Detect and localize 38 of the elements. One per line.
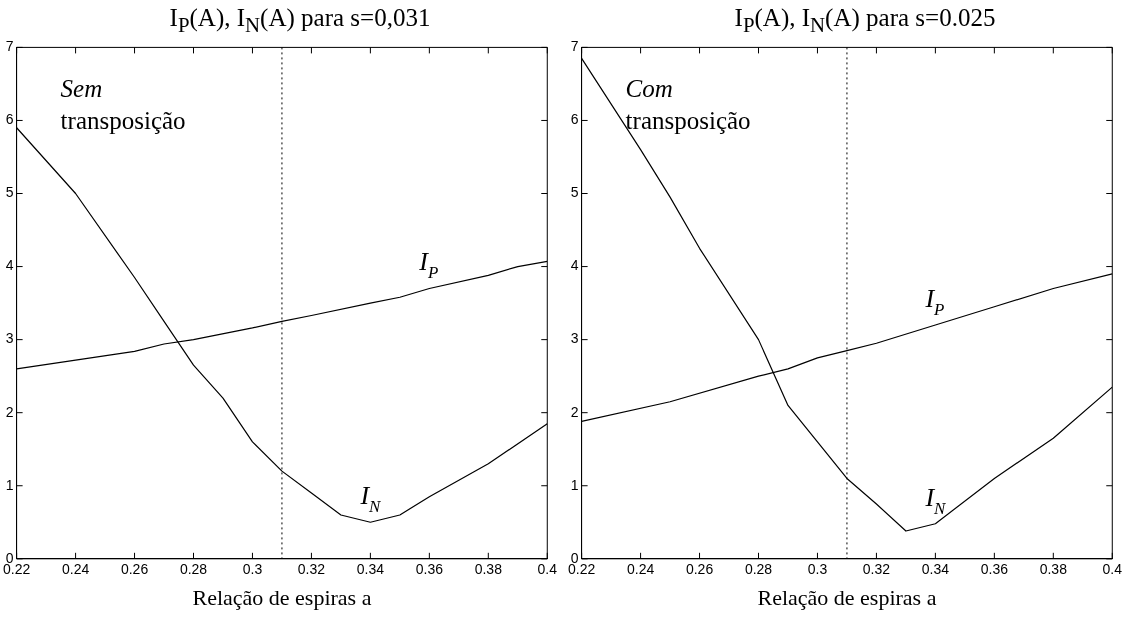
y-tick-label: 4 — [570, 257, 579, 274]
y-tick-label: 6 — [570, 111, 579, 128]
y-tick-label: 2 — [570, 403, 579, 420]
x-tick-label: 0.32 — [862, 561, 891, 578]
x-tick-label: 0.26 — [120, 561, 149, 578]
x-tick-label: 0.34 — [921, 561, 950, 578]
y-tick-label: 6 — [5, 111, 14, 128]
y-tick-label: 5 — [570, 184, 579, 201]
x-axis-title: Relação de espiras a — [192, 584, 372, 610]
y-tick-label: 2 — [5, 403, 14, 420]
x-tick-label: 0.24 — [61, 561, 90, 578]
chart-title: I$_{P}$(A), I$_{N}$(A) para s=0,031 — [168, 4, 432, 38]
x-tick-label: 0.34 — [356, 561, 385, 578]
annotation: Com transposição — [625, 75, 751, 135]
y-tick-label: 4 — [5, 257, 14, 274]
x-tick-label: 0.26 — [685, 561, 714, 578]
x-tick-label: 0.38 — [1039, 561, 1068, 578]
y-tick-label: 3 — [570, 330, 579, 347]
y-tick-label: 1 — [5, 476, 14, 493]
x-tick-label: 0.4 — [1102, 561, 1123, 578]
y-tick-label: 7 — [570, 38, 579, 55]
y-tick-label: 7 — [5, 38, 14, 55]
chart-title: I$_{P}$(A), I$_{N}$(A) para s=0.025 — [733, 4, 997, 38]
y-tick-label: 1 — [570, 476, 579, 493]
x-tick-label: 0.32 — [297, 561, 326, 578]
x-tick-label: 0.28 — [179, 561, 208, 578]
annotation: Sem transposição — [60, 75, 186, 135]
x-tick-label: 0.3 — [807, 561, 828, 578]
y-tick-label: 5 — [5, 184, 14, 201]
x-tick-label: 0.3 — [242, 561, 263, 578]
x-tick-label: 0.38 — [474, 561, 503, 578]
x-tick-label: 0.28 — [744, 561, 773, 578]
y-tick-label: 3 — [5, 330, 14, 347]
x-tick-label: 0.4 — [537, 561, 558, 578]
x-tick-label: 0.24 — [626, 561, 655, 578]
x-tick-label: 0.36 — [980, 561, 1009, 578]
x-axis-title: Relação de espiras a — [757, 584, 937, 610]
x-tick-label: 0.36 — [415, 561, 444, 578]
